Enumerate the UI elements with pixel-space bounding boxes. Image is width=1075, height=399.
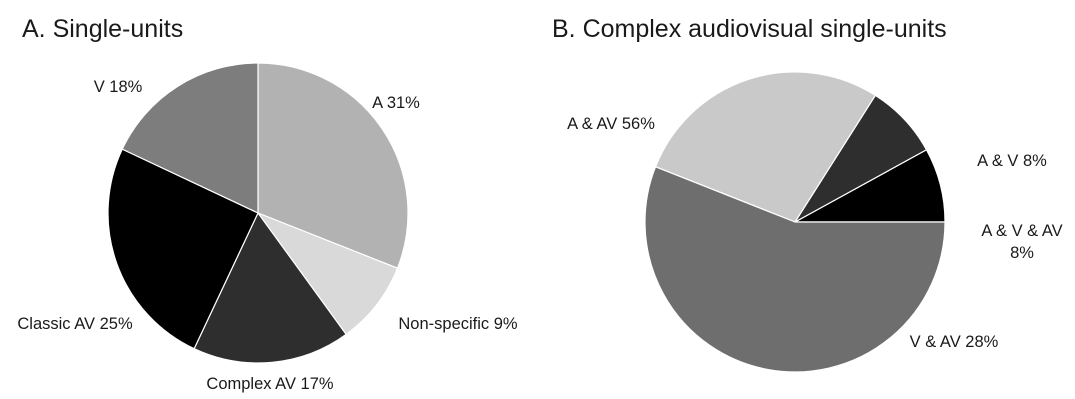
slice-label-a-31pct: A 31%	[372, 94, 420, 112]
pie-slice-a-and-av-56pct	[644, 166, 946, 373]
slice-label-a-and-v-and-av-8pct: A & V & AV 8%	[981, 222, 1062, 262]
slice-label-non-specific-9pct: Non-specific 9%	[398, 315, 518, 333]
pie-slice-non-specific-9pct	[256, 211, 399, 336]
pie-slice-v-and-av-28pct	[654, 71, 877, 223]
chart-title-single-units: A. Single-units	[22, 15, 183, 43]
slice-label-v-18pct: V 18%	[94, 78, 143, 96]
pie-slice-classic-av-25pct	[107, 148, 259, 350]
pie-slices-complex-av	[644, 71, 946, 373]
pie-slices-single-units	[107, 62, 409, 364]
pie-slice-v-18pct	[121, 62, 259, 214]
pie-labels-complex-av: A & V 8% A & V & AV 8% V & AV 28% A & AV 56%	[567, 115, 1063, 351]
slice-label-a-and-av-56pct: A & AV 56%	[567, 115, 655, 133]
pie-labels-single-units: A 31% Non-specific 9% Complex AV 17% Classi…	[17, 78, 518, 393]
slice-label-a-and-v-8pct: A & V 8%	[977, 152, 1047, 170]
chart-title-complex-av: B. Complex audiovisual single-units	[552, 15, 947, 43]
pie-slice-a-31pct	[257, 62, 409, 269]
slice-label-complex-av-17pct: Complex AV 17%	[206, 375, 334, 393]
slice-label-classic-av-25pct: Classic AV 25%	[17, 315, 133, 333]
pie-chart-complex-av: B. Complex audiovisual single-units A & …	[552, 15, 1063, 373]
pie-chart-single-units: A. Single-units A 31% Non-specific 9% Comp…	[17, 15, 518, 393]
pie-slice-complex-av-17pct	[193, 211, 348, 364]
slice-label-v-and-av-28pct: V & AV 28%	[910, 333, 999, 351]
